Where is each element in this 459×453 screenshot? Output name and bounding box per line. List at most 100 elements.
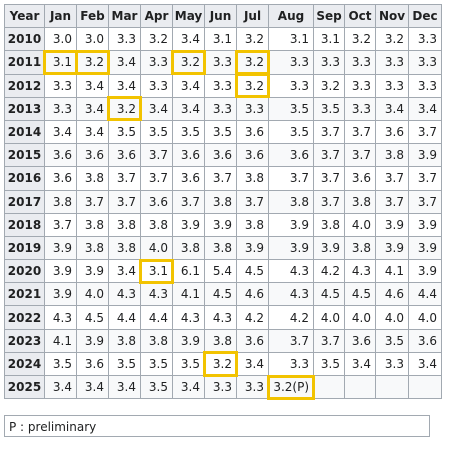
column-header-jan: Jan bbox=[44, 3, 77, 29]
value-cell: 3.6 bbox=[375, 119, 409, 145]
value-cell: 3.3 bbox=[268, 73, 314, 98]
value-cell: 3.5 bbox=[108, 119, 141, 145]
row-year-cell: 2016 bbox=[4, 166, 45, 191]
row-year-cell: 2015 bbox=[4, 143, 45, 168]
value-cell: 3.6 bbox=[344, 328, 376, 353]
value-cell: 3.0 bbox=[44, 27, 77, 52]
table-row: 2018 3.7 3.8 3.8 3.8 3.9 3.9 3.8 3.9 3.8 4.0 3.9 3.9 bbox=[4, 212, 442, 237]
value-cell: 3.8 bbox=[76, 235, 109, 261]
column-header-nov: Nov bbox=[375, 3, 409, 29]
table-row: 2012 3.3 3.4 3.4 3.3 3.4 3.3 3.2 3.3 3.2 3.3 3.3 3.3 bbox=[4, 73, 442, 98]
value-cell: 3.8 bbox=[140, 212, 173, 237]
column-header-may: May bbox=[172, 3, 205, 29]
row-year-cell: 2010 bbox=[4, 27, 45, 52]
value-cell: 3.8 bbox=[344, 235, 376, 261]
value-cell: 3.3 bbox=[236, 374, 269, 400]
value-cell: 3.4 bbox=[172, 27, 205, 52]
value-cell: 3.3 bbox=[44, 96, 77, 121]
table-row: 2015 3.6 3.6 3.6 3.7 3.6 3.6 3.6 3.6 3.7 3.7 3.8 3.9 bbox=[4, 143, 442, 168]
value-cell: 3.9 bbox=[375, 212, 409, 237]
value-cell: 3.7 bbox=[76, 189, 109, 214]
highlight-box bbox=[234, 73, 270, 99]
table-row: 2019 3.9 3.8 3.8 4.0 3.8 3.8 3.9 3.9 3.9 3.8 3.9 3.9 bbox=[4, 235, 442, 261]
value-cell: 3.2(P) bbox=[268, 374, 314, 400]
value-cell: 3.2 bbox=[204, 351, 237, 377]
value-cell: 3.8 bbox=[204, 235, 237, 261]
value-cell: 3.2 bbox=[140, 27, 173, 52]
row-year-cell: 2017 bbox=[4, 189, 45, 214]
value-cell: 3.5 bbox=[268, 96, 314, 121]
value-cell: 3.5 bbox=[375, 328, 409, 353]
value-cell: 3.7 bbox=[344, 143, 376, 168]
row-year-cell: 2021 bbox=[4, 282, 45, 307]
value-cell: 3.4 bbox=[76, 374, 109, 400]
column-header-aug: Aug bbox=[268, 3, 314, 29]
row-year-cell: 2013 bbox=[4, 96, 45, 121]
value-cell: 3.3 bbox=[408, 27, 442, 52]
value-cell: 3.1 bbox=[44, 50, 77, 75]
value-cell: 3.9 bbox=[313, 235, 345, 261]
value-cell: 3.7 bbox=[172, 189, 205, 214]
row-year-cell: 2018 bbox=[4, 212, 45, 237]
value-cell: 4.0 bbox=[76, 282, 109, 307]
value-cell: 4.2 bbox=[268, 305, 314, 330]
value-cell: 3.7 bbox=[375, 166, 409, 191]
row-year-cell: 2025 bbox=[4, 374, 45, 400]
column-header-dec: Dec bbox=[408, 3, 442, 29]
value-cell: 3.5 bbox=[108, 351, 141, 377]
value-cell: 3.4 bbox=[108, 50, 141, 75]
value-cell: 3.8 bbox=[375, 143, 409, 168]
row-year-cell: 2019 bbox=[4, 235, 45, 261]
value-cell: 3.9 bbox=[44, 282, 77, 307]
value-cell: 3.4 bbox=[44, 374, 77, 400]
row-year-cell: 2012 bbox=[4, 73, 45, 98]
value-cell: 3.6 bbox=[172, 166, 205, 191]
value-cell: 3.4 bbox=[172, 96, 205, 121]
header-row: Year Jan Feb Mar Apr May Jun Jul Aug Sep… bbox=[4, 3, 442, 29]
value-cell: 3.8 bbox=[140, 328, 173, 353]
value-cell: 3.7 bbox=[408, 166, 442, 191]
value-cell: 5.4 bbox=[204, 259, 237, 284]
value-cell: 3.3 bbox=[344, 50, 376, 75]
column-header-year: Year bbox=[4, 3, 45, 29]
value-cell: 3.2 bbox=[313, 73, 345, 98]
value-cell: 3.3 bbox=[313, 50, 345, 75]
value-cell: 3.7 bbox=[344, 119, 376, 145]
value-cell: 3.4 bbox=[76, 119, 109, 145]
value-cell: 3.7 bbox=[268, 166, 314, 191]
table-row: 2013 3.3 3.4 3.2 3.4 3.4 3.3 3.3 3.5 3.5 3.3 3.4 3.4 bbox=[4, 96, 442, 121]
table-row: 2022 4.3 4.5 4.4 4.4 4.3 4.3 4.2 4.2 4.0 4.0 4.0 4.0 bbox=[4, 305, 442, 330]
value-cell: 4.0 bbox=[313, 305, 345, 330]
column-header-apr: Apr bbox=[140, 3, 173, 29]
value-cell: 3.2 bbox=[344, 27, 376, 52]
value-cell: 3.7 bbox=[140, 166, 173, 191]
value-cell: 3.6 bbox=[172, 143, 205, 168]
value-cell: 3.7 bbox=[313, 143, 345, 168]
value-cell: 3.2 bbox=[108, 96, 141, 121]
value-cell: 3.3 bbox=[344, 96, 376, 121]
table-row: 2021 3.9 4.0 4.3 4.3 4.1 4.5 4.6 4.3 4.5 4.5 4.6 4.4 bbox=[4, 282, 442, 307]
value-cell: 3.9 bbox=[375, 235, 409, 261]
value-cell: 3.6 bbox=[204, 143, 237, 168]
value-cell: 3.7 bbox=[236, 189, 269, 214]
value-cell: 4.3 bbox=[204, 305, 237, 330]
value-cell: 3.8 bbox=[108, 212, 141, 237]
value-cell: 4.2 bbox=[313, 259, 345, 284]
value-cell: 4.6 bbox=[375, 282, 409, 307]
value-cell: 3.3 bbox=[204, 73, 237, 98]
table-row: 2011 3.1 3.2 3.4 3.3 3.2 3.3 3.2 3.3 3.3 3.3 3.3 3.3 bbox=[4, 50, 442, 75]
value-cell: 3.1 bbox=[268, 27, 314, 52]
value-cell bbox=[313, 374, 345, 400]
value-cell: 4.3 bbox=[44, 305, 77, 330]
value-cell: 3.9 bbox=[204, 212, 237, 237]
value-cell: 4.2 bbox=[236, 305, 269, 330]
highlight-box bbox=[170, 49, 206, 76]
value-cell: 3.1 bbox=[313, 27, 345, 52]
value-cell: 3.9 bbox=[76, 259, 109, 284]
value-cell: 3.4 bbox=[140, 96, 173, 121]
value-cell: 3.7 bbox=[268, 328, 314, 353]
value-cell: 3.4 bbox=[44, 119, 77, 145]
value-cell: 4.5 bbox=[204, 282, 237, 307]
table-row: 2014 3.4 3.4 3.5 3.5 3.5 3.5 3.6 3.5 3.7 3.7 3.6 3.7 bbox=[4, 119, 442, 145]
value-cell: 3.3 bbox=[108, 27, 141, 52]
